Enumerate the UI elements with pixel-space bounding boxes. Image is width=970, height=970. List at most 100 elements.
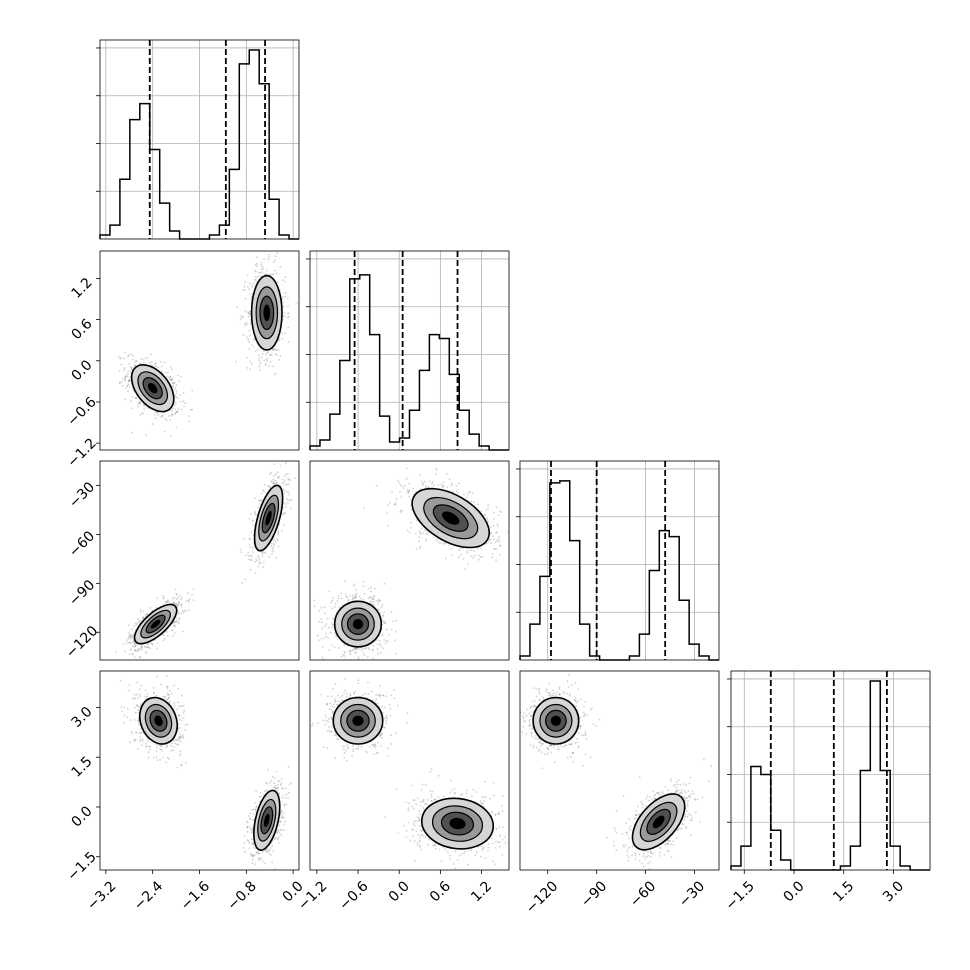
scatter-point	[175, 426, 178, 429]
scatter-point	[346, 596, 349, 598]
scatter-point	[130, 719, 132, 721]
scatter-point	[132, 641, 135, 643]
scatter-point	[243, 322, 246, 325]
scatter-point	[185, 610, 188, 612]
scatter-point	[147, 751, 150, 754]
scatter-point	[284, 295, 287, 298]
scatter-point	[180, 736, 182, 738]
scatter-point	[243, 285, 246, 288]
scatter-point	[252, 282, 255, 284]
scatter-point	[321, 627, 324, 630]
scatter-point	[142, 610, 145, 613]
scatter-point	[393, 503, 396, 506]
scatter-point	[477, 554, 480, 557]
scatter-point	[283, 306, 285, 308]
scatter-point	[399, 491, 401, 493]
scatter-point	[277, 545, 280, 548]
scatter-point	[261, 265, 264, 268]
scatter-point	[138, 401, 140, 404]
scatter-point	[182, 611, 185, 613]
scatter-point	[174, 588, 177, 591]
scatter-point	[441, 486, 444, 489]
scatter-point	[117, 355, 120, 358]
scatter-point	[408, 489, 411, 492]
scatter-point	[418, 536, 421, 539]
scatter-point	[372, 595, 375, 598]
scatter-point	[174, 413, 177, 415]
scatter-point	[170, 409, 173, 412]
scatter-point	[175, 602, 178, 605]
scatter-point	[362, 598, 365, 601]
scatter-point	[410, 521, 413, 524]
scatter-point	[133, 694, 136, 696]
scatter-point	[412, 487, 415, 490]
scatter-point	[138, 362, 141, 365]
scatter-point	[241, 582, 243, 584]
scatter-point	[162, 695, 165, 698]
scatter-point	[480, 510, 482, 512]
scatter-point	[354, 594, 357, 597]
scatter-point	[134, 738, 137, 741]
scatter-point	[332, 596, 334, 599]
scatter-point	[394, 502, 397, 504]
scatter-point	[236, 306, 239, 308]
scatter-point	[286, 501, 289, 504]
scatter-point	[271, 273, 273, 276]
scatter-point	[276, 538, 278, 540]
scatter-point	[253, 512, 256, 515]
scatter-point	[136, 644, 138, 646]
scatter-point	[140, 358, 143, 360]
scatter-point	[287, 312, 289, 315]
scatter-point	[328, 649, 330, 651]
scatter-point	[363, 647, 365, 650]
scatter-point	[137, 697, 140, 699]
scatter-point	[267, 253, 270, 256]
scatter-point	[470, 555, 472, 558]
scatter-point	[284, 276, 287, 278]
scatter-point	[173, 620, 176, 623]
scatter-point	[252, 519, 255, 522]
scatter-point	[282, 481, 285, 484]
scatter-point	[384, 642, 387, 644]
scatter-point	[120, 363, 123, 366]
scatter-point	[496, 539, 499, 542]
scatter-point	[155, 755, 158, 758]
scatter-point	[156, 642, 159, 645]
scatter-point	[165, 761, 168, 764]
scatter-point	[182, 392, 185, 394]
density-panel-0-3	[99, 670, 300, 871]
scatter-point	[323, 637, 326, 639]
scatter-point	[382, 615, 384, 617]
scatter-point	[167, 376, 170, 379]
scatter-point	[170, 379, 173, 381]
scatter-point	[282, 315, 285, 318]
scatter-point	[174, 742, 176, 745]
scatter-point	[422, 532, 424, 534]
scatter-point	[363, 661, 365, 663]
scatter-point	[492, 524, 495, 527]
scatter-point	[344, 580, 346, 583]
scatter-point	[136, 622, 139, 625]
scatter-point	[249, 310, 251, 313]
scatter-point	[268, 365, 271, 368]
scatter-point	[353, 648, 355, 651]
histogram-step-2	[519, 480, 719, 661]
scatter-point	[270, 353, 273, 356]
scatter-point	[133, 656, 136, 658]
scatter-point	[251, 551, 254, 553]
scatter-point	[156, 675, 158, 678]
scatter-point	[325, 635, 328, 638]
scatter-point	[274, 349, 277, 351]
scatter-point	[178, 714, 180, 717]
scatter-point	[162, 597, 165, 600]
scatter-point	[251, 520, 254, 523]
scatter-point	[258, 560, 260, 563]
scatter-point	[130, 369, 133, 371]
scatter-point	[496, 540, 499, 543]
scatter-point	[166, 419, 168, 422]
scatter-point	[395, 619, 398, 622]
scatter-point	[270, 480, 273, 483]
scatter-point	[138, 621, 141, 623]
scatter-point	[495, 531, 498, 533]
scatter-point	[240, 316, 243, 319]
